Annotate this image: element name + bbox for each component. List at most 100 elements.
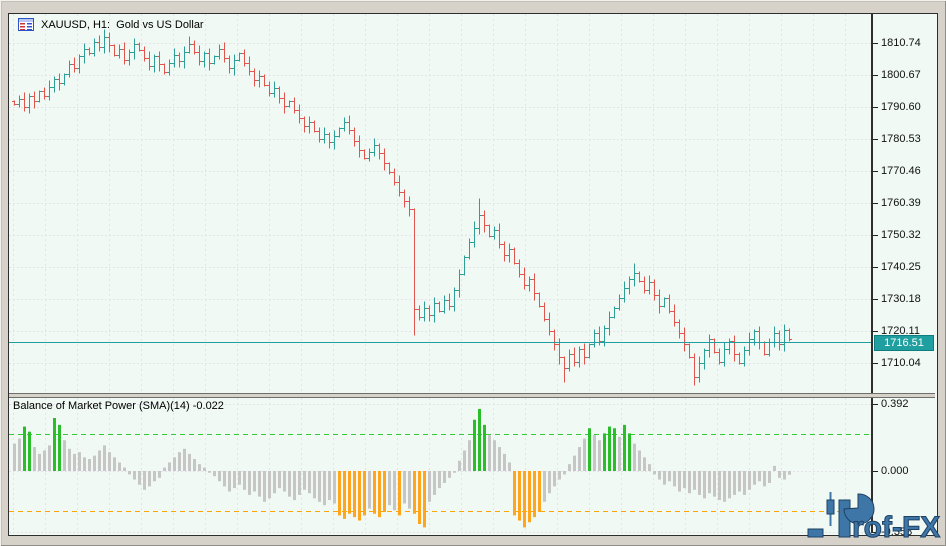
ohlc-bar — [512, 247, 517, 265]
current-price-badge: 1716.51 — [874, 335, 934, 351]
price-scale[interactable]: 1716.51 1810.74 1800.67 1790.60 1780.53 1770… — [872, 14, 935, 538]
histogram-bar — [58, 424, 61, 471]
histogram-bar — [293, 471, 296, 501]
ohlc-bar — [587, 343, 592, 359]
histogram-bar — [703, 471, 706, 499]
price-pane[interactable] — [9, 14, 872, 393]
ohlc-bar — [772, 326, 777, 348]
price-tick — [873, 299, 878, 300]
histogram-bar — [783, 471, 786, 480]
histogram-bar — [578, 447, 581, 471]
ohlc-bar — [312, 120, 317, 133]
ohlc-bar — [367, 148, 372, 162]
ohlc-bar — [32, 91, 37, 109]
price-tick — [873, 107, 878, 108]
histogram-bar — [593, 435, 596, 471]
histogram-bar — [133, 471, 136, 480]
price-tick — [873, 75, 878, 76]
ohlc-bar — [672, 304, 677, 327]
ohlc-bar — [92, 38, 97, 57]
histogram-bar — [258, 471, 261, 497]
histogram-bar — [208, 471, 211, 473]
histogram-bar — [748, 471, 751, 490]
ohlc-bar — [127, 49, 132, 66]
indicator-tick — [873, 404, 878, 405]
ohlc-bar — [452, 287, 457, 312]
histogram-bar — [468, 440, 471, 471]
indicator-pane[interactable] — [9, 398, 872, 533]
price-tick — [873, 139, 878, 140]
price-label: 1710.04 — [881, 357, 921, 369]
ohlc-bar — [717, 348, 722, 365]
histogram-bar — [303, 471, 306, 490]
ohlc-bar — [187, 36, 192, 54]
price-chart-canvas[interactable] — [9, 14, 872, 393]
ohlc-bar — [147, 51, 152, 71]
histogram-bar — [408, 471, 411, 509]
histogram-bar — [98, 450, 101, 471]
histogram-bar — [93, 455, 96, 471]
price-label: 1750.32 — [881, 229, 921, 241]
histogram-bar — [168, 462, 171, 471]
ohlc-bar — [697, 356, 702, 383]
histogram-bar — [23, 426, 26, 471]
histogram-bar — [518, 471, 521, 521]
histogram-bar — [668, 471, 671, 482]
price-label: 1780.53 — [881, 133, 921, 145]
histogram-bar — [68, 448, 71, 471]
ohlc-bar — [782, 324, 787, 352]
ohlc-bar — [77, 54, 82, 74]
histogram-bar — [423, 471, 426, 528]
ohlc-bar — [12, 100, 17, 106]
indicator-title-text: Balance of Market Power (SMA)(14) -0.022 — [13, 400, 224, 412]
ohlc-bar — [537, 292, 542, 308]
ohlc-bar — [552, 329, 557, 351]
chart-table-icon — [18, 18, 34, 31]
pane-separator[interactable] — [9, 393, 935, 398]
ohlc-bar — [302, 116, 307, 133]
histogram-bar — [273, 471, 276, 494]
histogram-bar — [278, 471, 281, 489]
ohlc-bar — [262, 74, 267, 87]
histogram-bar — [558, 471, 561, 480]
histogram-bar — [623, 424, 626, 471]
ohlc-bar — [152, 54, 157, 73]
histogram-bar — [368, 471, 371, 509]
ohlc-bar — [667, 294, 672, 314]
ohlc-bar — [612, 306, 617, 319]
ohlc-bar — [87, 47, 92, 56]
histogram-bar — [628, 433, 631, 471]
ohlc-bar — [767, 338, 772, 357]
histogram-bar — [363, 471, 366, 516]
histogram-bar — [318, 471, 321, 502]
ohlc-bar — [732, 335, 737, 362]
ohlc-bar — [172, 48, 177, 68]
ohlc-bar — [707, 334, 712, 358]
ohlc-bar — [387, 162, 392, 175]
histogram-bar — [443, 471, 446, 483]
ohlc-bar — [157, 51, 162, 72]
ohlc-bar — [327, 132, 332, 149]
ohlc-bar — [122, 42, 127, 65]
histogram-bar — [178, 452, 181, 471]
histogram-bar — [663, 471, 666, 485]
price-label: 1760.39 — [881, 197, 921, 209]
histogram-bar — [533, 471, 536, 518]
indicator-chart-canvas[interactable] — [9, 398, 872, 533]
ohlc-bar — [542, 302, 547, 322]
histogram-bar — [773, 465, 776, 471]
price-label: 1730.18 — [881, 293, 921, 305]
ohlc-bar — [757, 326, 762, 350]
ohlc-bar — [392, 168, 397, 186]
ohlc-bar — [142, 46, 147, 62]
ohlc-bar — [517, 259, 522, 278]
ohlc-bar — [592, 329, 597, 348]
histogram-bar — [543, 471, 546, 502]
histogram-bar — [348, 471, 351, 514]
ohlc-bar — [682, 327, 687, 352]
histogram-bar — [683, 471, 686, 489]
ohlc-bar — [267, 81, 272, 97]
ohlc-bar — [372, 138, 377, 157]
ohlc-bar — [487, 224, 492, 238]
ohlc-bar — [202, 51, 207, 68]
